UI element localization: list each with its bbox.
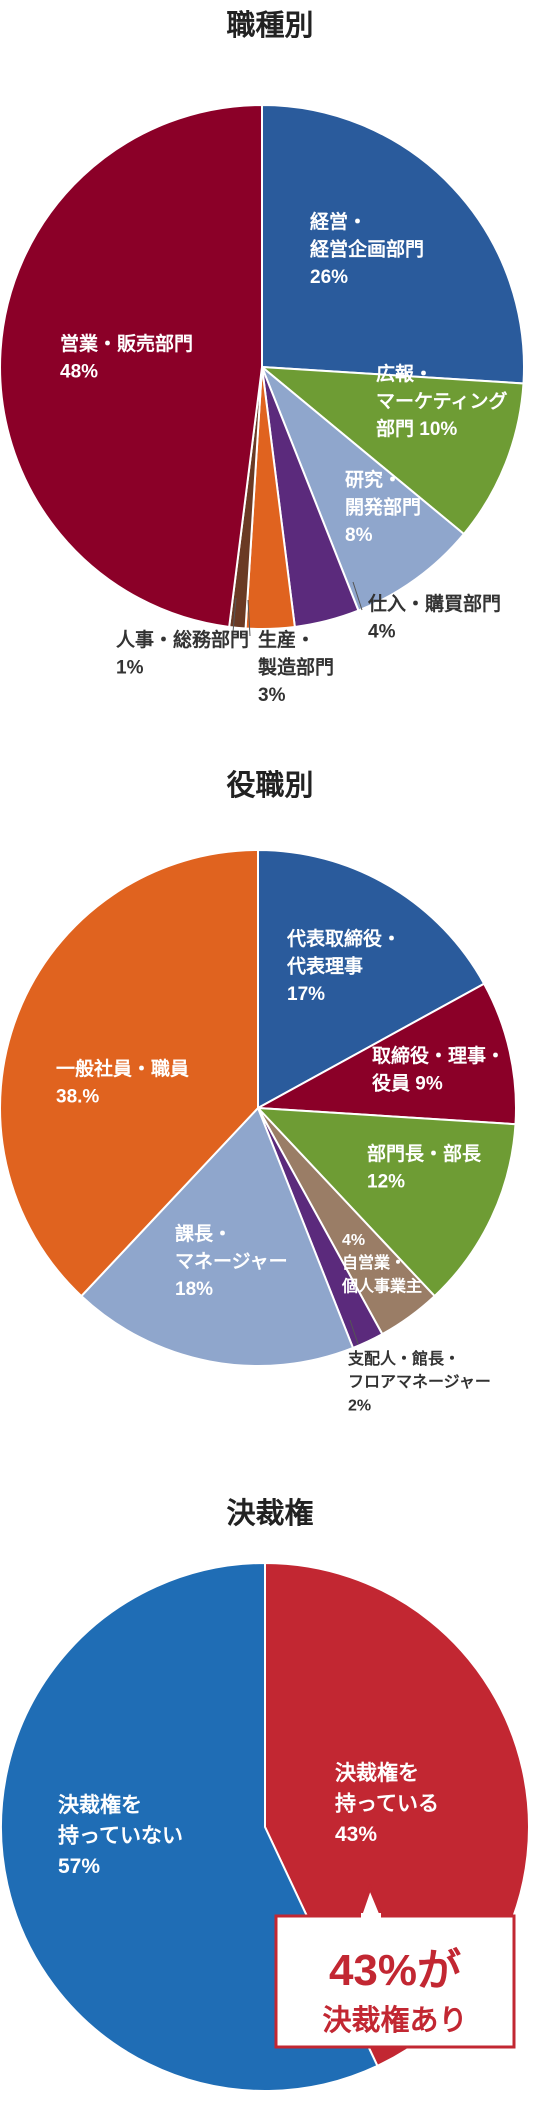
pie-slice <box>258 365 525 536</box>
callout-headline: 43%が <box>329 1946 461 1995</box>
slice-label: 課長・マネージャー 18% <box>175 1222 288 1300</box>
slice-label: 支配人・館長・フロアマネージャー 2% <box>347 1349 491 1414</box>
callout-subline: 決裁権あり <box>322 2004 467 2037</box>
pie-slice <box>0 848 259 1298</box>
slice-label: 4%自営業・個人事業主 <box>341 1232 422 1295</box>
pie-slice <box>254 982 517 1126</box>
pie-slice <box>261 103 525 385</box>
leader-line <box>349 1319 359 1345</box>
slice-label: 決裁権を持っている 43% <box>335 1761 439 1846</box>
chart-title: 職種別 <box>226 9 313 42</box>
pie-slice <box>261 366 466 612</box>
slice-label: 人事・総務部門 1% <box>116 628 249 679</box>
pie-slice <box>79 1106 355 1367</box>
slice-label: 生産・製造部門 3% <box>257 628 334 706</box>
pie-slice <box>257 848 486 1110</box>
slice-label: 一般社員・職員 38.% <box>56 1057 189 1108</box>
pie-slice <box>0 103 263 629</box>
slice-label: 代表取締役・代表理事 17% <box>286 927 401 1005</box>
slice-label: 研究・開発部門 8% <box>345 468 421 546</box>
chart-title: 役職別 <box>226 769 313 802</box>
leader-line <box>352 581 363 611</box>
chart-title: 決裁権 <box>226 1497 313 1530</box>
pie-slice <box>255 1106 517 1298</box>
slice-label: 経営・経営企画部門 26% <box>310 210 424 288</box>
leader-line <box>232 597 237 633</box>
slice-label: 広報・マーケティング部門 10% <box>376 362 507 440</box>
slice-label: 仕入・購買部門 4% <box>367 592 501 643</box>
slice-label: 部門長・部長 12% <box>367 1142 482 1193</box>
slice-label: 決裁権を持っていない 57% <box>58 1793 183 1878</box>
callout-frame <box>274 1914 516 2049</box>
slice-label: 取締役・理事・役員 9% <box>372 1044 505 1095</box>
slice-label: 営業・販売部門 48% <box>60 332 193 383</box>
leader-line <box>247 599 251 637</box>
